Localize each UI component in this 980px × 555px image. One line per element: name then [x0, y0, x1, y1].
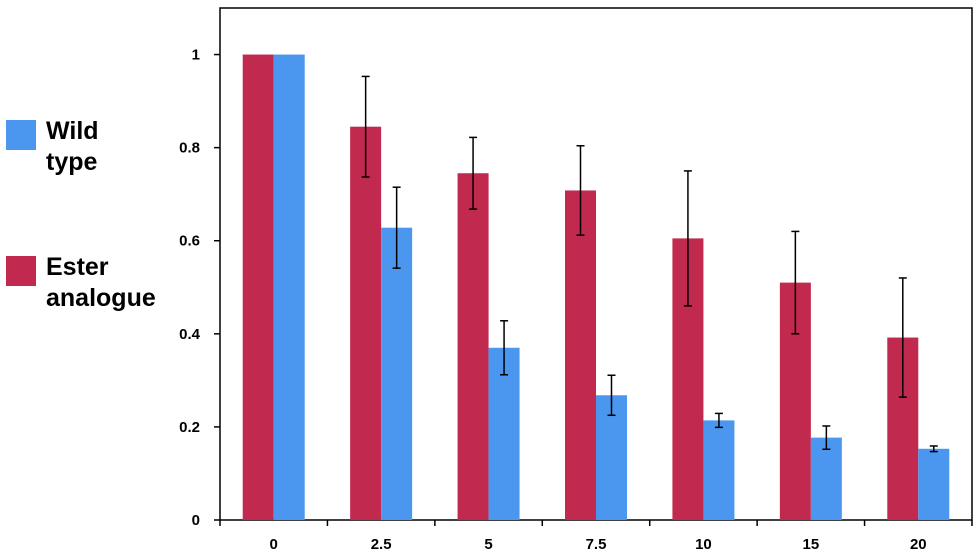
y-tick-label-1: 0.2: [179, 419, 200, 436]
y-tick-label-3: 0.6: [179, 233, 200, 250]
bar-wild-3: [596, 395, 627, 520]
x-tick-label-0: 0: [270, 536, 278, 553]
y-tick-label-5: 1: [192, 47, 200, 64]
bar-ester-0: [242, 54, 274, 520]
bar-ester-1: [350, 126, 382, 520]
y-tick-label-0: 0: [192, 512, 200, 529]
bar-ester-3: [565, 190, 596, 520]
y-tick-label-4: 0.8: [179, 140, 200, 157]
legend-label-wild-type-line2: type: [46, 148, 98, 176]
bar-wild-1: [381, 227, 413, 520]
bar-ester-2: [457, 173, 489, 520]
bar-wild-0: [273, 54, 305, 520]
x-tick-label-2: 5: [484, 536, 492, 553]
bar-wild-4: [703, 420, 735, 520]
tick-labels: 00.20.40.60.810 2.5 5 7.5 10 15 20: [179, 47, 926, 553]
x-tick-label-6: 20: [910, 536, 927, 553]
bar-wild-5: [810, 437, 842, 520]
legend-label-ester-analogue: Ester analogue: [46, 252, 196, 314]
legend-label-ester-line1: Ester: [46, 253, 109, 281]
legend-swatch-ester-analogue: [6, 256, 36, 286]
legend-item-wild-type: Wild type: [6, 116, 196, 178]
bar-wild-6: [918, 448, 950, 520]
legend-swatch-wild-type: [6, 120, 36, 150]
legend-item-ester-analogue: Ester analogue: [6, 252, 196, 314]
legend-label-ester-line2: analogue: [46, 284, 156, 312]
x-tick-label-3: 7.5: [586, 536, 607, 553]
x-tick-label-5: 15: [803, 536, 820, 553]
bar-wild-2: [488, 347, 520, 520]
error-bars: [361, 75, 938, 453]
bars: [242, 54, 950, 520]
y-tick-label-2: 0.4: [179, 326, 201, 343]
legend-label-wild-type-line1: Wild: [46, 117, 99, 145]
legend-label-wild-type: Wild type: [46, 116, 196, 178]
x-tick-label-1: 2.5: [371, 536, 392, 553]
x-tick-label-4: 10: [695, 536, 712, 553]
